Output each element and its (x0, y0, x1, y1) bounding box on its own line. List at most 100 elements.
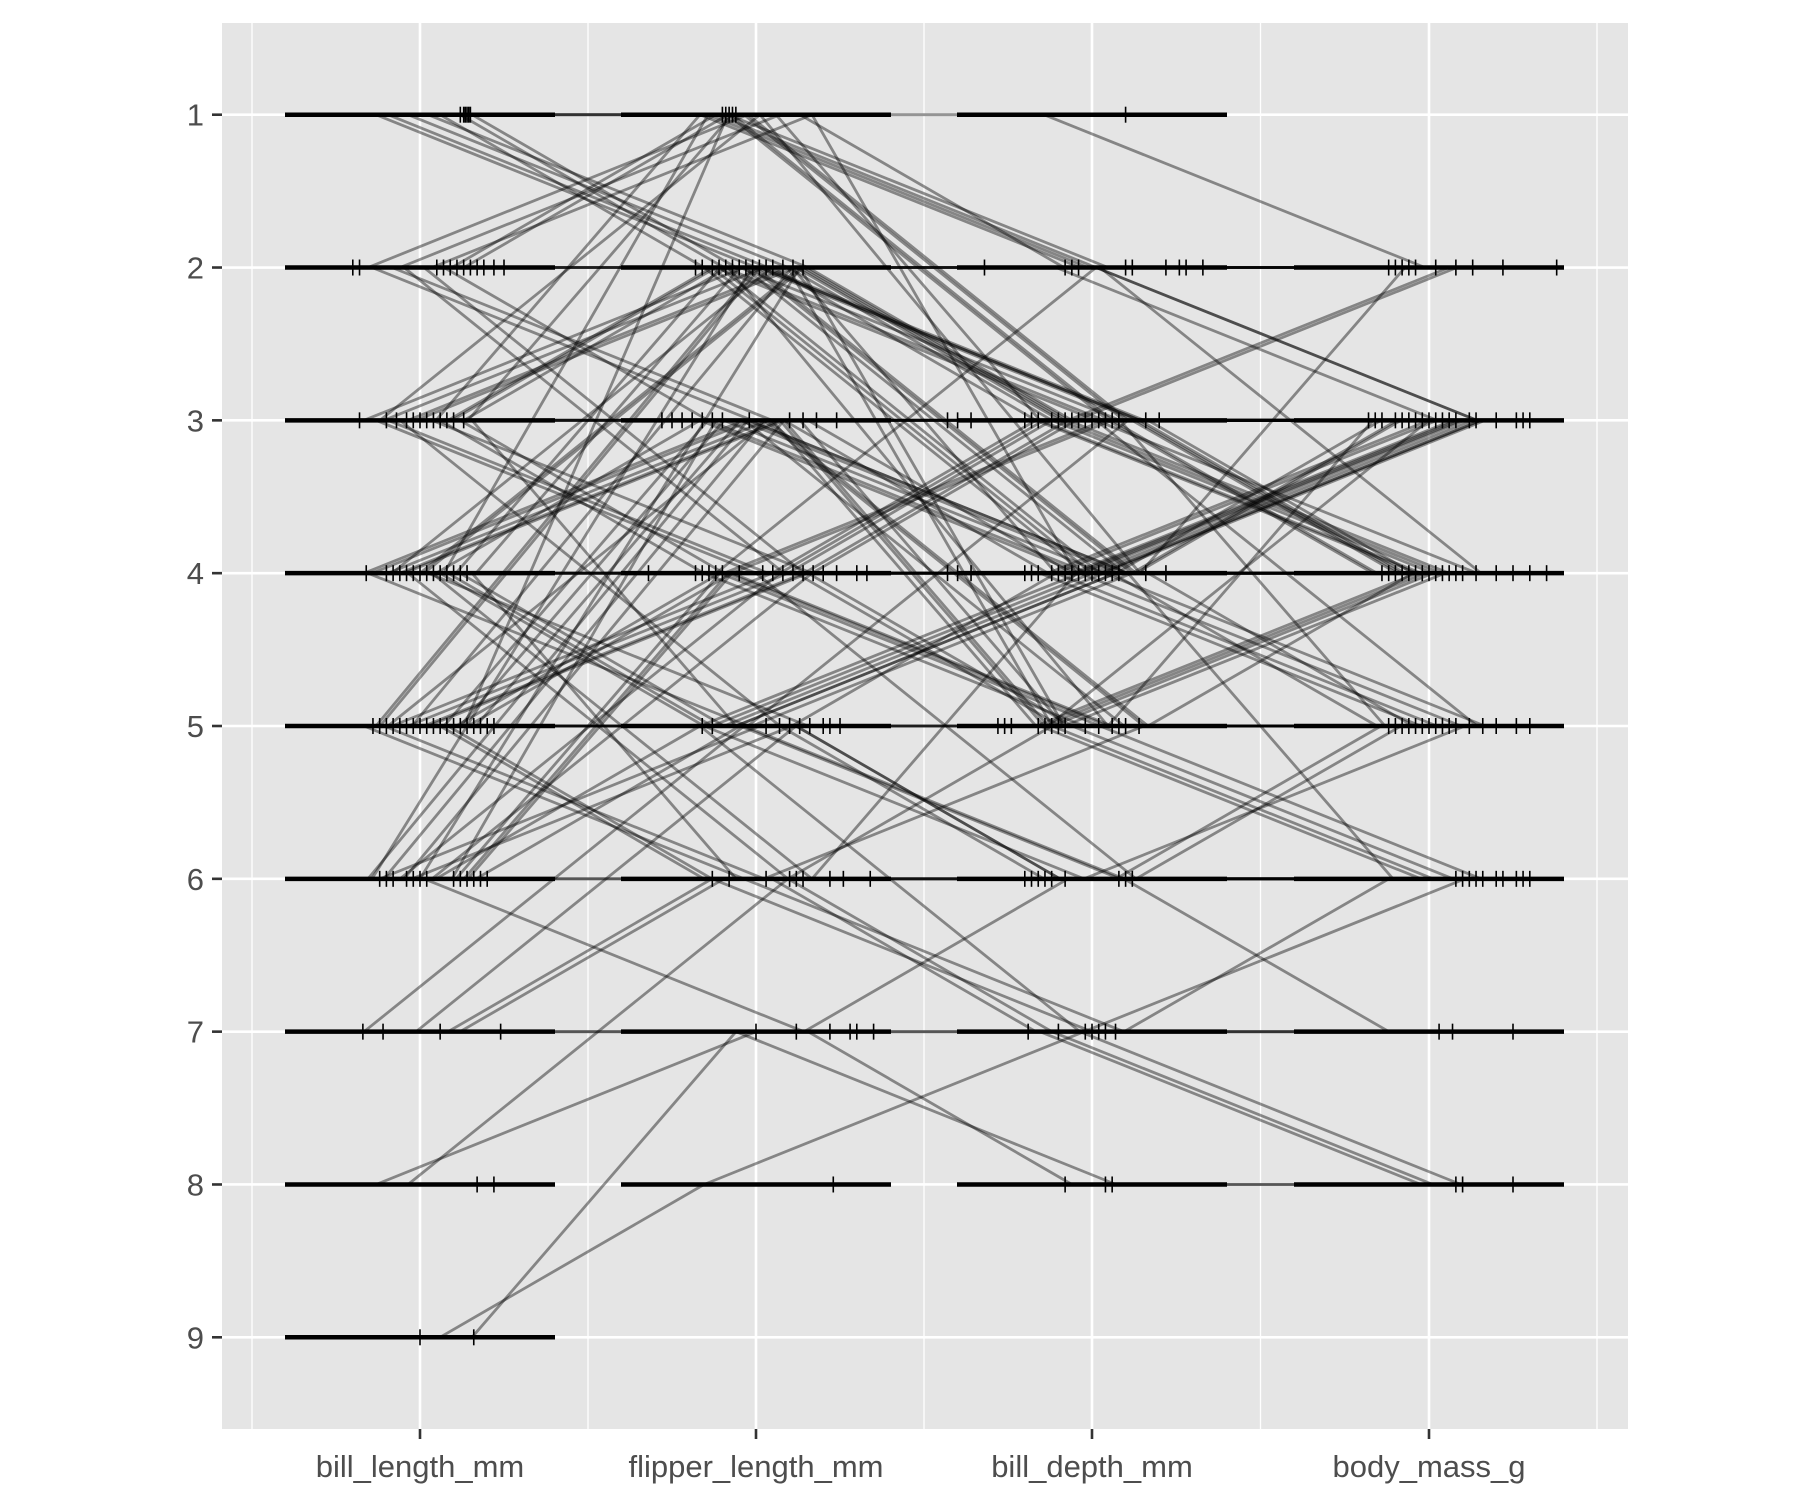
y-tick-label: 9 (187, 1320, 204, 1355)
series-line (363, 266, 1389, 575)
series-line (471, 113, 1381, 269)
series-line (423, 266, 1450, 575)
series-line (452, 266, 1478, 575)
series-line (403, 418, 1429, 575)
series-line (439, 877, 1466, 1339)
series-line (450, 418, 1478, 880)
series-line (399, 419, 1425, 881)
x-tick-label: bill_length_mm (316, 1449, 525, 1484)
series-line (462, 571, 1373, 880)
series-line (442, 113, 1469, 574)
series-line (451, 266, 1478, 728)
y-tick-label: 6 (187, 862, 204, 897)
series-line (371, 418, 1397, 575)
series-line (415, 266, 1442, 575)
series-line (396, 113, 1421, 422)
series-line (368, 418, 1395, 880)
series-line (392, 877, 1417, 1034)
y-tick-label: 1 (187, 98, 204, 133)
series-line (420, 113, 1445, 269)
series-line (466, 113, 1377, 422)
value-tick-marks (351, 106, 1558, 1346)
series-line (459, 877, 1485, 1033)
series-line (427, 571, 1453, 728)
series-line (363, 418, 1389, 728)
series-line (399, 418, 1426, 728)
series-line (380, 266, 1406, 575)
series-line (470, 419, 1381, 728)
series-line (391, 266, 1418, 728)
series-line (447, 724, 1473, 881)
series-line (431, 571, 1457, 881)
series-line (379, 724, 1405, 881)
series-line (459, 418, 1485, 575)
series-line (456, 266, 1482, 575)
series-line (371, 266, 1398, 575)
series-line (458, 418, 1486, 727)
series-line (459, 571, 1486, 728)
y-tick-label: 5 (187, 709, 204, 744)
series-line (423, 266, 1450, 575)
series-line (447, 877, 1473, 1034)
y-axis-ticks: 1 2 3 4 5 6 7 8 9 (187, 98, 222, 1355)
series-line (435, 418, 1462, 575)
series-line (399, 418, 1425, 880)
series-line (455, 419, 1482, 728)
series-line (463, 113, 1374, 575)
series-line (439, 724, 1466, 881)
series-line (428, 1030, 1453, 1186)
x-tick-label: body_mass_g (1332, 1449, 1525, 1484)
series-line (463, 266, 1375, 728)
series-line (378, 266, 1405, 727)
series-line (462, 113, 1373, 727)
x-tick-label: flipper_length_mm (628, 1449, 883, 1484)
series-line (363, 724, 1390, 1034)
series-line (383, 266, 1409, 422)
y-tick-label: 3 (187, 403, 204, 438)
y-tick-label: 4 (187, 556, 204, 591)
series-line (454, 266, 1482, 575)
y-tick-label: 7 (187, 1015, 204, 1050)
series-line (396, 571, 1422, 728)
series-line (467, 571, 1377, 728)
series-line (376, 571, 1402, 881)
series-line (454, 571, 1482, 881)
series-line (439, 419, 1465, 728)
x-tick-label: bill_depth_mm (991, 1449, 1193, 1484)
series-line (439, 571, 1465, 881)
series-line (419, 266, 1446, 728)
series-line (407, 418, 1433, 728)
series-line (476, 266, 1387, 727)
series-line (412, 266, 1438, 575)
series-line (447, 266, 1474, 575)
series-line (439, 113, 1466, 575)
y-tick-label: 8 (187, 1167, 204, 1202)
series-line (375, 113, 1402, 575)
series-line (416, 571, 1441, 728)
series-line (423, 571, 1449, 728)
series-line (451, 113, 1478, 422)
series-line (431, 571, 1457, 880)
series-line (391, 418, 1418, 728)
series-line (410, 266, 1438, 727)
series-line (427, 113, 1453, 422)
series-line (443, 266, 1469, 575)
series-line (391, 266, 1417, 575)
series-line (431, 113, 1458, 575)
series-line (431, 266, 1458, 575)
series-line (436, 571, 1462, 728)
series-line (363, 724, 1390, 1033)
series-line (364, 113, 1389, 422)
series-line (399, 113, 1426, 269)
series-line (459, 113, 1485, 422)
series-line (387, 113, 1413, 269)
series-line (372, 571, 1397, 728)
series-line (370, 266, 1398, 880)
series-line (415, 724, 1441, 1033)
series-line (474, 266, 1385, 575)
series-line (466, 571, 1378, 880)
series-line (474, 418, 1385, 727)
series-line (418, 266, 1445, 880)
